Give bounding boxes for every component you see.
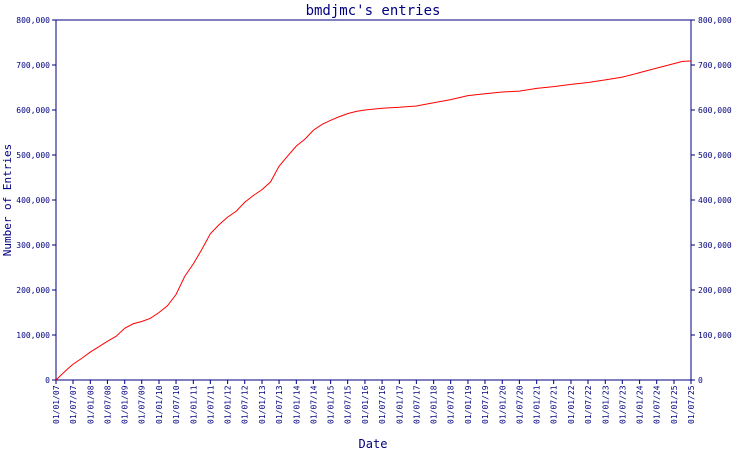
y-tick-label-right: 0 — [698, 376, 703, 385]
chart-title: bmdjmc's entries — [306, 3, 441, 19]
y-tick-label-left: 0 — [45, 376, 50, 385]
y-tick-label-left: 200,000 — [16, 286, 50, 295]
y-tick-label-right: 300,000 — [698, 241, 732, 250]
x-tick-label: 01/07/21 — [550, 385, 559, 424]
x-tick-label: 01/01/12 — [224, 385, 233, 424]
x-tick-label: 01/01/23 — [601, 385, 610, 424]
y-tick-label-right: 800,000 — [698, 16, 732, 25]
y-tick-label-left: 400,000 — [16, 196, 50, 205]
x-tick-label: 01/07/07 — [69, 385, 78, 424]
x-tick-label: 01/01/13 — [258, 385, 267, 424]
y-tick-label-right: 700,000 — [698, 61, 732, 70]
x-tick-label: 01/01/21 — [533, 385, 542, 424]
x-tick-label: 01/01/22 — [567, 385, 576, 424]
y-tick-label-left: 500,000 — [16, 151, 50, 160]
x-tick-label: 01/01/09 — [121, 385, 130, 424]
y-tick-label-right: 100,000 — [698, 331, 732, 340]
x-tick-label: 01/01/10 — [155, 385, 164, 424]
x-tick-label: 01/07/20 — [515, 385, 524, 424]
y-axis-label: Number of Entries — [1, 144, 14, 257]
x-tick-label: 01/07/18 — [447, 385, 456, 424]
x-tick-label: 01/07/10 — [172, 385, 181, 424]
plot-frame — [55, 19, 692, 381]
x-axis-label: Date — [359, 437, 388, 450]
x-tick-label: 01/01/17 — [395, 385, 404, 424]
x-tick-label: 01/07/24 — [653, 385, 662, 424]
x-tick-label: 01/07/11 — [206, 385, 215, 424]
x-tick-label: 01/01/20 — [498, 385, 507, 424]
y-tick-label-right: 200,000 — [698, 286, 732, 295]
x-tick-label: 01/01/14 — [292, 385, 301, 424]
x-tick-label: 01/01/15 — [327, 385, 336, 424]
x-tick-label: 01/01/24 — [636, 385, 645, 424]
x-tick-label: 01/07/25 — [687, 385, 696, 424]
x-tick-label: 01/07/13 — [275, 385, 284, 424]
x-tick-label: 01/01/19 — [464, 385, 473, 424]
x-tick-label: 01/01/25 — [670, 385, 679, 424]
x-tick-label: 01/01/11 — [189, 385, 198, 424]
x-tick-label: 01/07/08 — [103, 385, 112, 424]
y-tick-label-right: 400,000 — [698, 196, 732, 205]
y-tick-label-left: 100,000 — [16, 331, 50, 340]
plot-layer: 0 0 100,000 100,000 200,000 200,000 300,000 300… — [16, 16, 732, 424]
x-tick-label: 01/01/16 — [361, 385, 370, 424]
x-tick-label: 01/07/15 — [344, 385, 353, 424]
x-tick-label: 01/07/22 — [584, 385, 593, 424]
x-tick-label: 01/07/16 — [378, 385, 387, 424]
y-tick-label-left: 300,000 — [16, 241, 50, 250]
entries-series-line — [55, 60, 692, 381]
y-tick-label-left: 700,000 — [16, 61, 50, 70]
x-tick-label: 01/07/17 — [412, 385, 421, 424]
x-tick-label: 01/01/07 — [52, 385, 61, 424]
x-tick-label: 01/07/14 — [309, 385, 318, 424]
x-tick-label: 01/01/08 — [86, 385, 95, 424]
y-tick-label-left: 800,000 — [16, 16, 50, 25]
x-tick-label: 01/07/19 — [481, 385, 490, 424]
y-tick-label-right: 600,000 — [698, 106, 732, 115]
x-tick-label: 01/07/09 — [138, 385, 147, 424]
y-tick-label-left: 600,000 — [16, 106, 50, 115]
y-tick-label-right: 500,000 — [698, 151, 732, 160]
x-tick-label: 01/07/12 — [241, 385, 250, 424]
x-tick-label: 01/01/18 — [430, 385, 439, 424]
x-tick-label: 01/07/23 — [618, 385, 627, 424]
